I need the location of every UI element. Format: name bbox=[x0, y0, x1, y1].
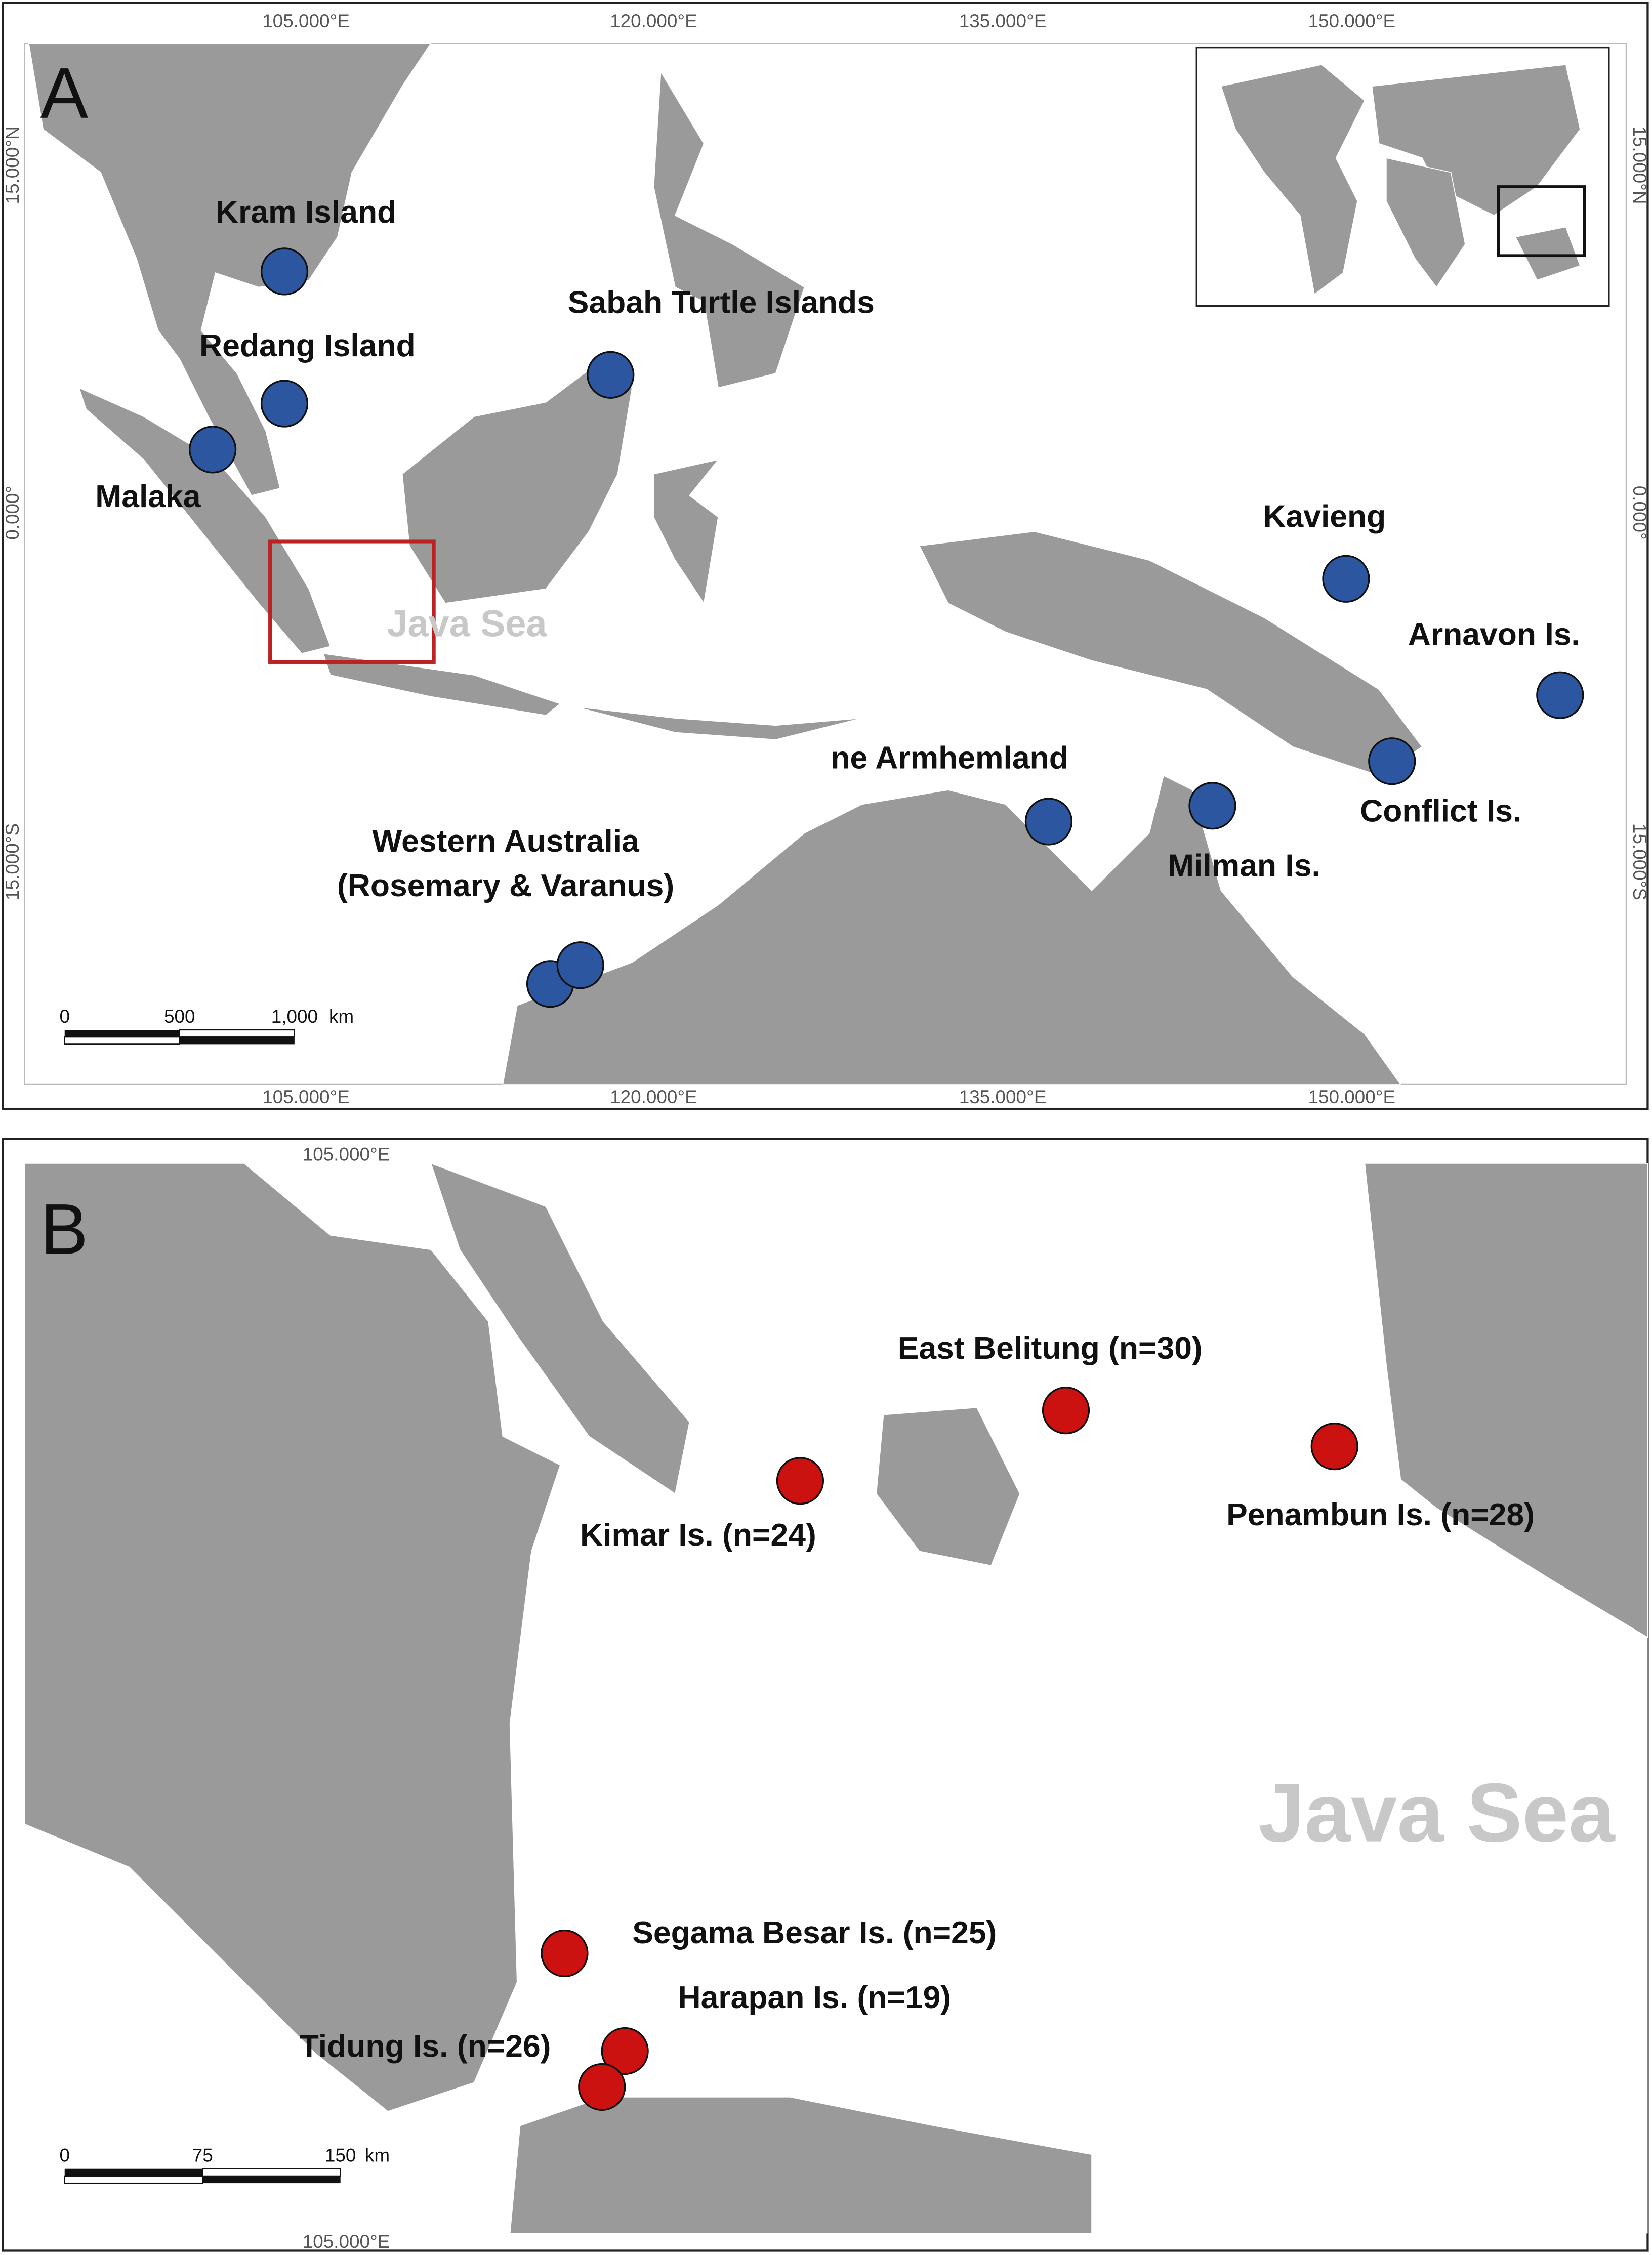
scale-bar bbox=[64, 1030, 180, 1037]
scale-bar bbox=[179, 1029, 295, 1038]
land bbox=[653, 458, 720, 605]
scale-label: 0 bbox=[59, 2145, 70, 2166]
scale-label: 500 bbox=[164, 1006, 195, 1027]
scale-unit: km bbox=[365, 2145, 390, 2166]
site-label: Penambun Is. (n=28) bbox=[1226, 1497, 1535, 1532]
site-label: ne Armhemland bbox=[831, 740, 1068, 775]
lat-label: 0.000° bbox=[2, 486, 23, 540]
site-label: Milman Is. bbox=[1168, 848, 1320, 883]
sea-label: Java Sea bbox=[387, 602, 547, 644]
site-marker bbox=[541, 1929, 589, 1978]
land bbox=[1220, 64, 1366, 296]
scale-unit: km bbox=[329, 1006, 354, 1027]
lon-label: 135.000°E bbox=[959, 11, 1047, 31]
land bbox=[430, 1162, 690, 1495]
land bbox=[502, 775, 1401, 1085]
site-label: Redang Island bbox=[199, 328, 416, 363]
scale-label: 150 bbox=[325, 2145, 356, 2166]
land bbox=[1515, 226, 1581, 281]
lon-label: 105.000°E bbox=[262, 1087, 350, 1107]
site-marker bbox=[260, 380, 309, 428]
lon-label: 120.000°E bbox=[610, 1087, 697, 1107]
site-label: Western Australia bbox=[372, 823, 640, 859]
panel-b: B 105.000°E 105.000°E Java Sea East Beli… bbox=[2, 1138, 1649, 2252]
scale-bar bbox=[64, 1036, 180, 1045]
site-marker bbox=[188, 426, 237, 474]
land bbox=[1364, 1163, 1648, 1639]
lat-label: 15.000°N bbox=[1629, 126, 1650, 204]
lat-label: 15.000°S bbox=[1629, 823, 1650, 900]
panel-a: A 105.000°E 120.000°E 135.000°E 150.000°… bbox=[2, 2, 1650, 1110]
lon-label: 105.000°E bbox=[303, 1144, 390, 1164]
land bbox=[28, 43, 432, 496]
site-label: Arnavon Is. bbox=[1408, 616, 1580, 652]
land bbox=[1371, 64, 1581, 216]
inset-extent bbox=[268, 539, 436, 664]
site-marker bbox=[578, 2063, 626, 2111]
site-label: Conflict Is. bbox=[1360, 793, 1521, 828]
panel-label: A bbox=[40, 54, 88, 134]
scale-label: 75 bbox=[192, 2145, 213, 2166]
site-label: East Belitung (n=30) bbox=[898, 1330, 1203, 1366]
lon-label: 105.000°E bbox=[262, 11, 350, 31]
site-marker bbox=[776, 1457, 824, 1505]
site-marker bbox=[1310, 1422, 1358, 1471]
site-label: Harapan Is. (n=19) bbox=[678, 1980, 951, 2015]
site-marker bbox=[601, 2027, 649, 2075]
lon-label: 150.000°E bbox=[1308, 11, 1395, 31]
scale-label: 0 bbox=[59, 1006, 70, 1027]
land bbox=[24, 1163, 561, 2112]
site-marker bbox=[1024, 798, 1073, 846]
site-label: Kavieng bbox=[1263, 499, 1386, 534]
site-marker bbox=[260, 247, 309, 296]
land bbox=[509, 2096, 1092, 2234]
site-marker bbox=[1322, 555, 1370, 603]
site-marker bbox=[1368, 737, 1416, 785]
site-marker bbox=[1188, 782, 1236, 830]
site-label: (Rosemary & Varanus) bbox=[337, 868, 674, 903]
land bbox=[322, 653, 561, 716]
site-label: Segama Besar Is. (n=25) bbox=[632, 1915, 997, 1950]
scale-bar bbox=[64, 2168, 203, 2176]
site-label: Sabah Turtle Islands bbox=[568, 285, 875, 320]
scale-bar bbox=[202, 2176, 341, 2184]
scale-bar bbox=[179, 1037, 295, 1045]
lon-label: 135.000°E bbox=[959, 1087, 1047, 1107]
scale-bar bbox=[202, 2168, 341, 2177]
site-marker bbox=[587, 351, 635, 399]
site-marker bbox=[556, 941, 604, 989]
site-label: Kram Island bbox=[216, 194, 396, 230]
site-label: Kimar Is. (n=24) bbox=[580, 1517, 816, 1553]
panel-label: B bbox=[40, 1190, 88, 1270]
land bbox=[574, 706, 862, 740]
land bbox=[876, 1407, 1021, 1566]
sea-label: Java Sea bbox=[1258, 1766, 1616, 1859]
scale-bar bbox=[64, 2175, 203, 2184]
scale-label: 1,000 bbox=[271, 1006, 318, 1027]
site-marker bbox=[1042, 1387, 1090, 1435]
land bbox=[653, 70, 805, 389]
site-marker bbox=[1536, 671, 1584, 719]
lon-label: 150.000°E bbox=[1308, 1087, 1395, 1107]
site-label: Tidung Is. (n=26) bbox=[300, 2028, 551, 2064]
lat-label: 15.000°S bbox=[2, 823, 23, 900]
locator-extent bbox=[1497, 185, 1586, 258]
lat-label: 15.000°N bbox=[2, 126, 23, 204]
lon-label: 120.000°E bbox=[610, 11, 697, 31]
lon-label: 105.000°E bbox=[303, 2231, 390, 2252]
land bbox=[1386, 157, 1466, 288]
lat-label: 0.000° bbox=[1629, 486, 1650, 540]
site-label: Malaka bbox=[95, 479, 201, 514]
